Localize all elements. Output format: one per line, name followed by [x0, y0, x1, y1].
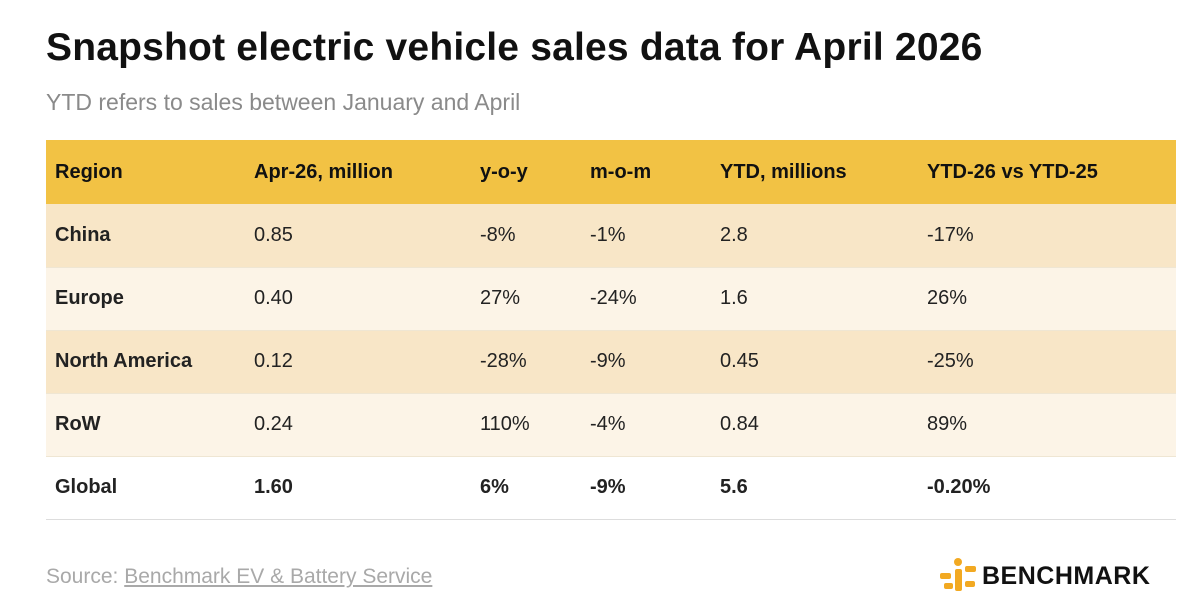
page-subtitle: YTD refers to sales between January and …: [46, 89, 521, 115]
mom-cell: -9%: [590, 476, 626, 498]
apr-26-cell: 0.40: [254, 287, 293, 309]
region-cell: China: [55, 223, 111, 246]
region-cell: Global: [55, 476, 118, 498]
table-total-row: Global 1.60 6% -9% 5.6 -0.20%: [46, 456, 1176, 519]
page-title: Snapshot electric vehicle sales data for…: [46, 26, 983, 69]
mom-cell: -9%: [590, 350, 626, 372]
column-header-ytd-change: YTD-26 vs YTD-25: [927, 160, 1098, 183]
yoy-cell: 27%: [480, 287, 521, 309]
region-cell: North America: [55, 350, 193, 372]
sales-table: Region Apr-26, million y-o-y m-o-m YTD, …: [46, 140, 1176, 520]
ytd-cell: 1.6: [720, 287, 748, 309]
column-header-yoy: y-o-y: [480, 160, 528, 183]
yoy-cell: -8%: [480, 223, 516, 246]
yoy-cell: 6%: [480, 476, 509, 498]
apr-26-cell: 0.85: [254, 223, 293, 246]
ytd-change-cell: -0.20%: [927, 476, 991, 498]
column-header-region: Region: [55, 160, 123, 183]
yoy-cell: 110%: [480, 413, 530, 435]
table-row: Europe 0.40 27% -24% 1.6 26%: [46, 267, 1176, 330]
region-cell: RoW: [55, 413, 101, 435]
column-header-mom: m-o-m: [590, 160, 652, 183]
ytd-change-cell: 89%: [927, 413, 968, 435]
ytd-change-cell: -25%: [927, 350, 974, 372]
table-row: China 0.85 -8% -1% 2.8 -17%: [46, 204, 1176, 267]
ytd-cell: 0.45: [720, 350, 759, 372]
table-row: RoW 0.24 110% -4% 0.84 89%: [46, 393, 1176, 456]
yoy-cell: -28%: [480, 350, 527, 372]
table-row: North America 0.12 -28% -9% 0.45 -25%: [46, 330, 1176, 393]
ytd-cell: 0.84: [720, 413, 759, 435]
source-label: Source:: [46, 565, 125, 588]
ytd-cell: 2.8: [720, 223, 748, 246]
column-header-ytd: YTD, millions: [720, 160, 847, 183]
brand-logo: BENCHMARK: [938, 556, 1150, 596]
apr-26-cell: 1.60: [254, 476, 293, 498]
mom-cell: -24%: [590, 287, 637, 309]
brand-name: BENCHMARK: [982, 561, 1151, 590]
mom-cell: -1%: [590, 223, 626, 246]
mom-cell: -4%: [590, 413, 626, 435]
source-link[interactable]: Benchmark EV & Battery Service: [124, 565, 433, 588]
table-header-row: Region Apr-26, million y-o-y m-o-m YTD, …: [46, 140, 1176, 204]
ytd-change-cell: 26%: [927, 287, 968, 309]
apr-26-cell: 0.24: [254, 413, 293, 435]
source-note: Source: Benchmark EV & Battery Service: [46, 565, 432, 589]
ytd-change-cell: -17%: [927, 223, 974, 246]
ytd-cell: 5.6: [720, 476, 748, 498]
region-cell: Europe: [55, 287, 124, 309]
benchmark-logo-icon: [940, 558, 976, 591]
column-header-apr-26: Apr-26, million: [254, 160, 393, 183]
apr-26-cell: 0.12: [254, 350, 293, 372]
